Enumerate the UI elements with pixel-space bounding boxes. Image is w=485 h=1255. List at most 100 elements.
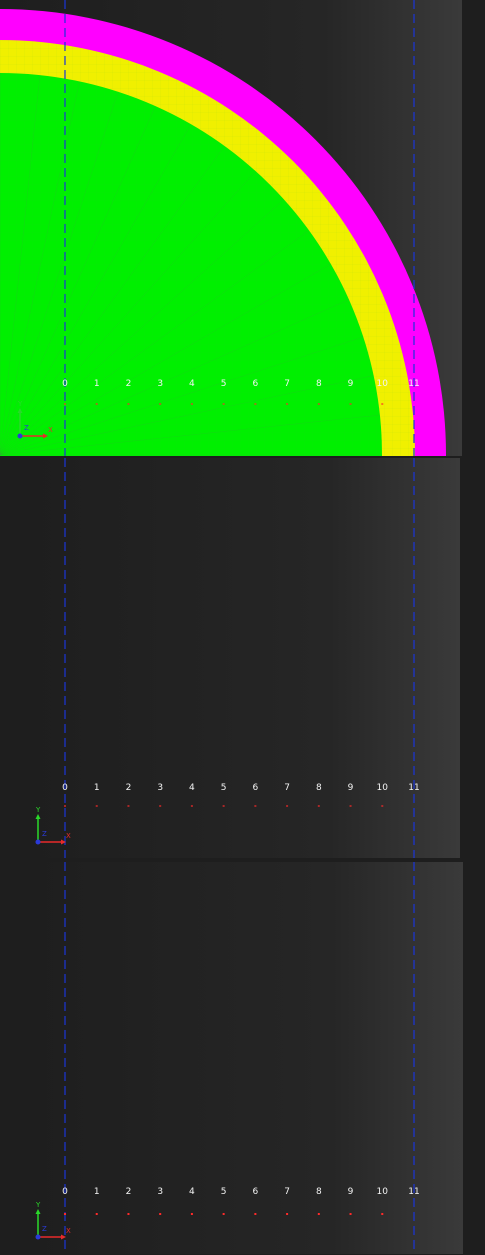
ruler-tick-label: 4	[189, 783, 195, 793]
ruler-marker	[254, 1213, 257, 1215]
ruler-tick-label: 9	[348, 1187, 354, 1197]
gizmo-z-label: Z	[42, 1225, 47, 1233]
ruler-tick-label: 7	[284, 379, 290, 389]
viewport-top[interactable]: 0 1 2 3 4 5 6 7 8 9 10 11 X Y Z	[0, 0, 462, 456]
ruler-tick-label: 1	[94, 783, 100, 793]
viewport-background	[24, 458, 460, 858]
ruler-marker	[95, 805, 98, 807]
ruler-marker	[349, 805, 352, 807]
ruler-marker	[222, 403, 225, 405]
ruler-marker	[64, 403, 66, 405]
ruler-marker	[222, 805, 225, 807]
gizmo-y-label: Y	[35, 1201, 41, 1209]
mesh-spoke	[0, 105, 156, 456]
viewport-bottom[interactable]: 0 1 2 3 4 5 6 7 8 9 10 11 X Y Z	[26, 862, 463, 1254]
ruler-tick-label: 1	[94, 379, 100, 389]
mesh-spoke	[0, 299, 350, 456]
ruler-marker	[349, 1213, 352, 1215]
ruler-tick-label: 1	[94, 1187, 100, 1197]
ruler-tick-label: 11	[408, 783, 419, 793]
gizmo-y-arrow	[35, 1209, 41, 1214]
mesh-view-top[interactable]: 0 1 2 3 4 5 6 7 8 9 10 11 X Y Z	[0, 0, 462, 456]
ruler-tick-label: 11	[408, 379, 419, 389]
ruler-marker	[159, 1213, 162, 1215]
ruler-tick-label: 7	[284, 1187, 290, 1197]
ruler-tick-label: 5	[221, 783, 227, 793]
mesh-spoke	[0, 145, 225, 456]
ruler-marker	[254, 403, 257, 405]
mesh-spoke	[0, 124, 192, 456]
ruler-marker	[190, 805, 193, 807]
ruler-tick-label: 3	[157, 379, 163, 389]
gizmo-y-label: Y	[35, 806, 41, 814]
ruler-marker	[159, 805, 162, 807]
ruler-marker	[349, 403, 352, 405]
mesh-spoke	[0, 230, 310, 456]
ruler-tick-label: 4	[189, 1187, 195, 1197]
ruler-marker	[222, 1213, 225, 1215]
mesh-view-middle[interactable]: 0 1 2 3 4 5 6 7 8 9 10 11 X Y Z	[24, 458, 460, 858]
ruler-marker	[159, 403, 162, 405]
ruler-marker	[317, 1213, 320, 1215]
mesh-view-bottom[interactable]: 0 1 2 3 4 5 6 7 8 9 10 11 X Y Z	[26, 862, 463, 1254]
ruler-tick-label: 3	[157, 1187, 163, 1197]
ruler-marker	[127, 403, 130, 405]
ruler-tick-label: 5	[221, 1187, 227, 1197]
gizmo-x-arrow	[61, 839, 66, 845]
ruler-tick-label: 9	[348, 783, 354, 793]
ruler-marker	[317, 403, 320, 405]
gizmo-y-label: Y	[17, 400, 23, 408]
ruler-tick-label: 10	[377, 783, 389, 793]
mesh-spoke	[0, 91, 119, 456]
mesh-spoke	[0, 171, 256, 456]
mesh-spoke	[0, 375, 374, 456]
ruler-tick-label: 8	[316, 1187, 322, 1197]
mesh-spoke	[0, 336, 364, 456]
ruler-marker	[95, 1213, 98, 1215]
ruler-marker	[64, 805, 66, 807]
gizmo-x-label: X	[66, 832, 71, 840]
gizmo-z-axis	[17, 433, 23, 439]
ruler-tick-label: 9	[348, 379, 354, 389]
ruler-tick-label: 5	[221, 379, 227, 389]
gizmo-x-arrow	[61, 1234, 66, 1240]
viewport-background	[26, 862, 463, 1254]
ruler-tick-label: 2	[126, 379, 132, 389]
gizmo-z-axis	[35, 1234, 41, 1240]
ruler-marker	[95, 403, 98, 405]
mesh-spoke	[0, 263, 331, 456]
ruler-tick-label: 0	[62, 1187, 68, 1197]
mesh-spoke	[0, 75, 41, 456]
ruler-tick-label: 4	[189, 379, 195, 389]
ruler-marker	[254, 805, 257, 807]
ruler-marker	[381, 805, 384, 807]
ruler-marker	[190, 1213, 193, 1215]
ruler-tick-label: 3	[157, 783, 163, 793]
ruler-tick-label: 0	[62, 379, 68, 389]
ruler-marker	[381, 403, 384, 405]
ruler-marker	[317, 805, 320, 807]
mesh-spoke	[0, 414, 380, 456]
ruler-tick-label: 6	[252, 783, 258, 793]
ruler-marker	[286, 1213, 289, 1215]
gizmo-x-arrow	[43, 433, 48, 439]
ruler-tick-label: 7	[284, 783, 290, 793]
ruler-marker	[190, 403, 193, 405]
viewport-middle[interactable]: 0 1 2 3 4 5 6 7 8 9 10 11 X Y Z	[24, 458, 460, 858]
ruler-tick-label: 6	[252, 1187, 258, 1197]
gizmo-x-label: X	[48, 426, 53, 434]
mesh-overlay	[0, 40, 415, 456]
gizmo-x-label: X	[66, 1227, 71, 1235]
gizmo-z-label: Z	[24, 424, 29, 432]
ruler-tick-label: 2	[126, 1187, 132, 1197]
ruler-tick-label: 11	[408, 1187, 419, 1197]
ruler-marker	[381, 1213, 384, 1215]
ruler-marker	[286, 805, 289, 807]
mesh-spoke	[0, 81, 80, 456]
gizmo-y-arrow	[17, 408, 23, 413]
ruler-tick-label: 10	[377, 1187, 389, 1197]
ruler-marker	[127, 805, 130, 807]
ruler-tick-label: 6	[252, 379, 258, 389]
ruler-marker	[286, 403, 289, 405]
